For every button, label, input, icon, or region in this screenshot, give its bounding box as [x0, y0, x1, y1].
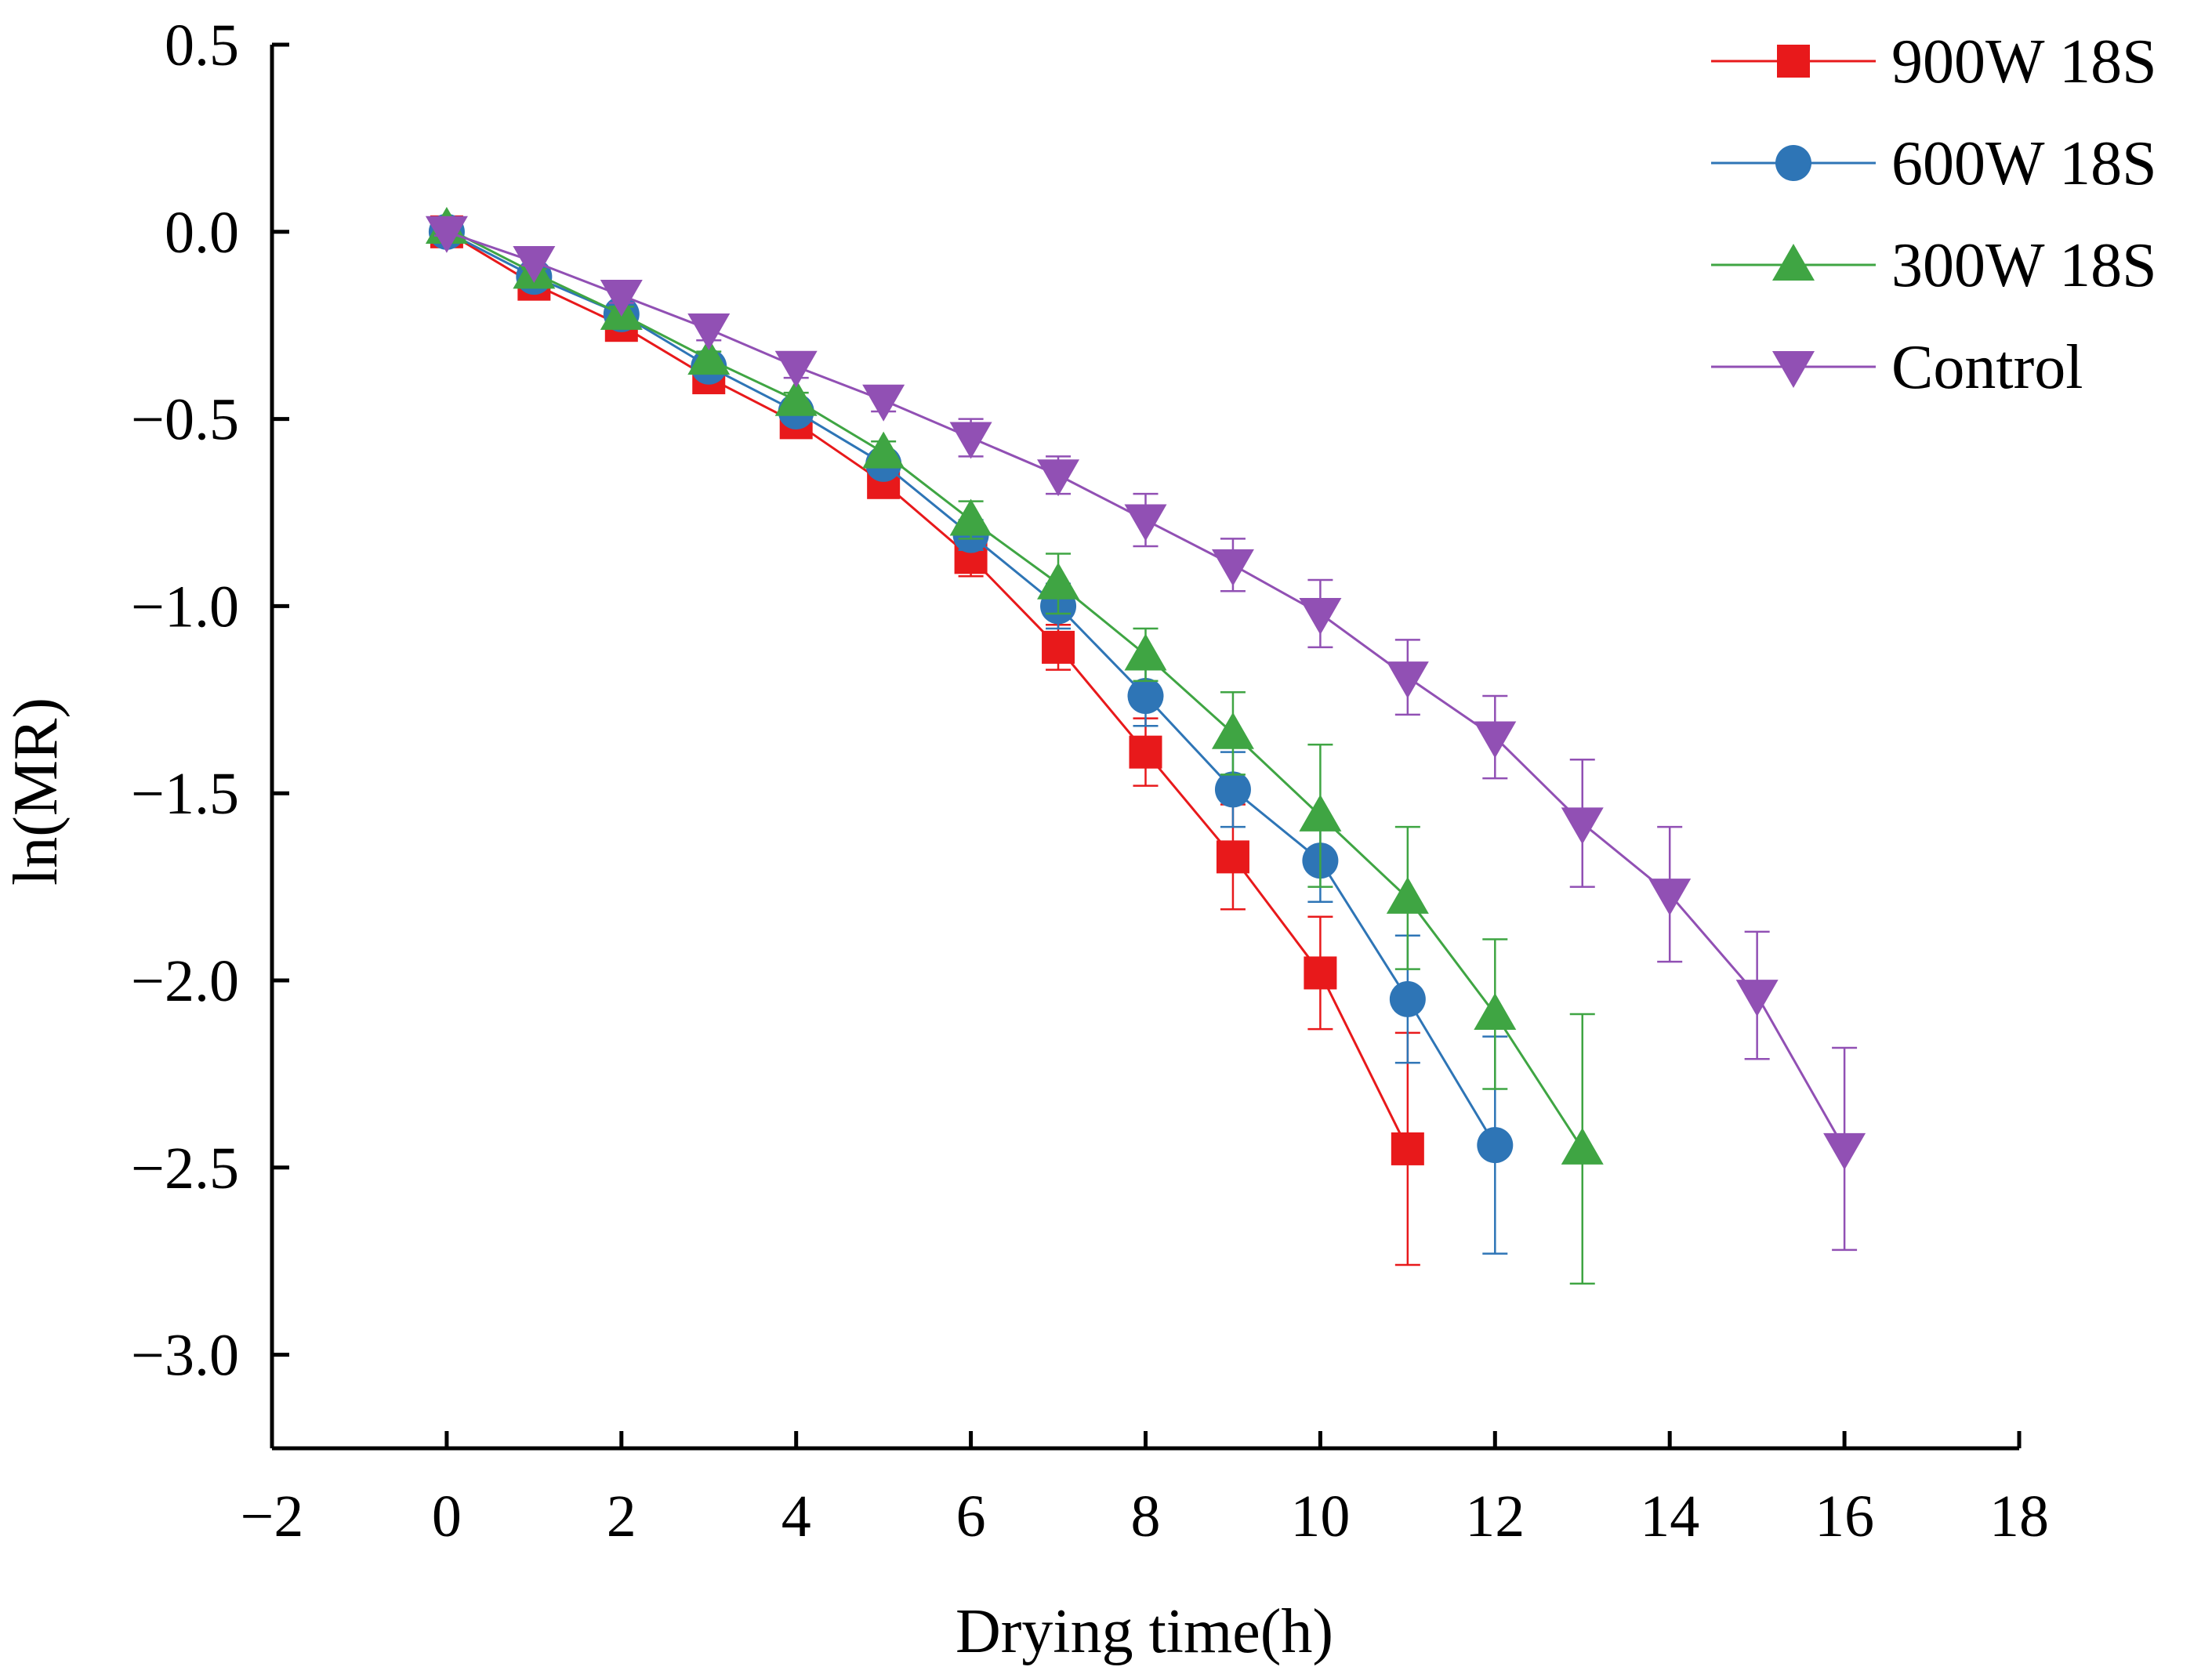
x-tick-label: 8 [1131, 1484, 1161, 1549]
data-point [1129, 735, 1162, 769]
axes: −2 0 2 4 6 8 10 12 14 16 18 0.5 0.0 −0.5 −1.0 −1.5 −2.0… [131, 13, 2049, 1549]
y-tick-label: −1.5 [131, 761, 239, 827]
legend: 900W 18S 600W 18S 300W 18S Control [1711, 27, 2157, 402]
data-point [1561, 1127, 1604, 1165]
data-point [949, 498, 992, 536]
legend-item-600w-18s: 600W 18S [1711, 129, 2157, 198]
x-tick-label: 2 [607, 1484, 636, 1549]
data-point [1304, 956, 1337, 990]
legend-marker [1772, 244, 1815, 281]
data-point [862, 384, 905, 422]
x-ticks: −2 0 2 4 6 8 10 12 14 16 18 [241, 1431, 2049, 1549]
series-600w-18s [428, 213, 1514, 1255]
x-axis-title: Drying time(h) [956, 1597, 1333, 1666]
y-tick-label: 0.0 [165, 200, 239, 266]
data-point [1037, 562, 1080, 600]
data-point [1386, 876, 1429, 914]
series-900w-18s [430, 215, 1424, 1266]
data-point [1214, 771, 1251, 808]
y-ticks: 0.5 0.0 −0.5 −1.0 −1.5 −2.0 −2.5 −3.0 [131, 13, 289, 1389]
legend-label: 600W 18S [1891, 129, 2157, 198]
data-point [1648, 879, 1692, 916]
data-point [774, 350, 818, 388]
data-point [1823, 1132, 1866, 1170]
x-tick-label: −2 [241, 1484, 304, 1549]
y-axis-title: ln(MR) [2, 698, 71, 886]
data-point [1211, 712, 1254, 749]
y-tick-label: −1.0 [131, 574, 239, 640]
data-point [774, 379, 818, 416]
data-point [949, 422, 992, 459]
legend-marker [1777, 45, 1810, 78]
y-tick-label: 0.5 [165, 13, 239, 78]
data-point [1561, 807, 1604, 845]
x-tick-label: 12 [1465, 1484, 1525, 1549]
y-tick-label: −2.0 [131, 948, 239, 1014]
x-tick-label: 10 [1290, 1484, 1350, 1549]
data-point [1124, 504, 1167, 542]
data-point [1216, 840, 1249, 874]
legend-label: 900W 18S [1891, 27, 2157, 96]
series-control [425, 216, 1866, 1252]
data-point [1042, 630, 1075, 664]
x-tick-label: 6 [956, 1484, 986, 1549]
legend-marker [1772, 351, 1815, 388]
data-point [425, 216, 468, 253]
data-point [1299, 794, 1342, 832]
legend-item-300w-18s: 300W 18S [1711, 231, 2157, 300]
data-point [1474, 992, 1517, 1030]
series-300w-18s [425, 207, 1604, 1285]
series-layer [425, 207, 1866, 1285]
data-point [1474, 721, 1517, 759]
legend-label: Control [1891, 333, 2083, 402]
x-tick-label: 14 [1640, 1484, 1699, 1549]
data-point [687, 338, 731, 375]
x-tick-label: 18 [1989, 1484, 2049, 1549]
legend-label: 300W 18S [1891, 231, 2157, 300]
data-point [1124, 633, 1167, 671]
data-point [1735, 980, 1779, 1017]
legend-item-control: Control [1711, 333, 2083, 402]
data-point [1389, 980, 1426, 1017]
x-tick-label: 16 [1815, 1484, 1874, 1549]
data-point [1391, 1132, 1424, 1165]
data-point [1211, 549, 1254, 586]
data-point [862, 431, 905, 469]
series-line [446, 230, 1409, 1150]
y-tick-label: −2.5 [131, 1136, 239, 1201]
legend-marker [1775, 145, 1811, 181]
data-point [513, 246, 556, 284]
data-point [1037, 459, 1080, 497]
data-point [1299, 597, 1342, 635]
x-tick-label: 0 [432, 1484, 462, 1549]
data-point [600, 279, 643, 317]
data-point [1477, 1127, 1514, 1164]
y-tick-label: −3.0 [131, 1323, 239, 1389]
data-point [687, 313, 731, 350]
y-tick-label: −0.5 [131, 387, 239, 453]
x-tick-label: 4 [781, 1484, 811, 1549]
data-point [1127, 678, 1164, 715]
legend-item-900w-18s: 900W 18S [1711, 27, 2157, 96]
data-point [1386, 661, 1429, 699]
